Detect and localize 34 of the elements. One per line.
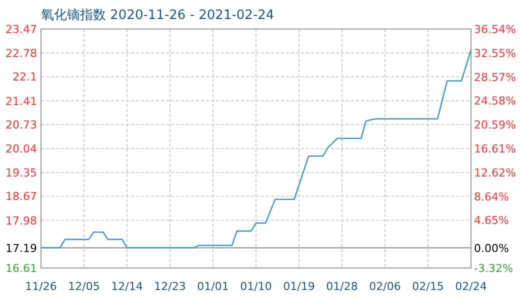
x-tick-label: 12/14 [111,280,143,293]
y2-tick-label: 0.00% [474,242,509,256]
y-tick-label: 17.19 [6,242,37,255]
x-tick-label: 11/26 [25,280,57,293]
y2-tick-label: 12.62% [474,166,516,180]
x-tick-label: 02/24 [455,280,487,293]
x-tick-label: 02/15 [412,280,444,293]
y2-tick-label: 4.65% [474,214,509,228]
x-tick-label: 12/05 [68,280,100,293]
y-tick-label: 20.73 [6,118,37,132]
x-tick-label: 12/23 [154,280,186,293]
y-tick-label: 17.98 [6,214,37,228]
y2-tick-label: 24.58% [474,94,516,108]
y-tick-label: 23.47 [6,23,37,36]
y-tick-label: 22.78 [6,47,37,60]
y2-tick-label: 20.59% [474,118,516,132]
y2-tick-label: 32.55% [474,46,516,60]
y2-tick-label: 8.64% [474,190,509,204]
y2-tick-label: 16.61% [474,142,516,156]
y-tick-label: 16.61 [6,262,37,275]
x-tick-label: 02/06 [369,280,401,293]
x-tick-label: 01/28 [326,280,358,293]
y-tick-label: 19.35 [6,166,37,180]
chart-title: 氧化镝指数 2020-11-26 - 2021-02-24 [41,8,274,23]
y2-tick-label: -3.32% [474,262,513,275]
x-tick-label: 01/19 [283,280,315,293]
y-tick-label: 21.41 [6,94,37,108]
y-tick-label: 22.1 [12,70,37,84]
x-tick-label: 01/10 [240,280,272,293]
x-tick-label: 01/01 [197,280,229,293]
y-tick-label: 20.04 [6,142,37,156]
y2-tick-label: 36.54% [474,23,516,36]
y2-tick-label: 28.57% [474,70,516,84]
y-tick-label: 18.67 [6,190,37,204]
